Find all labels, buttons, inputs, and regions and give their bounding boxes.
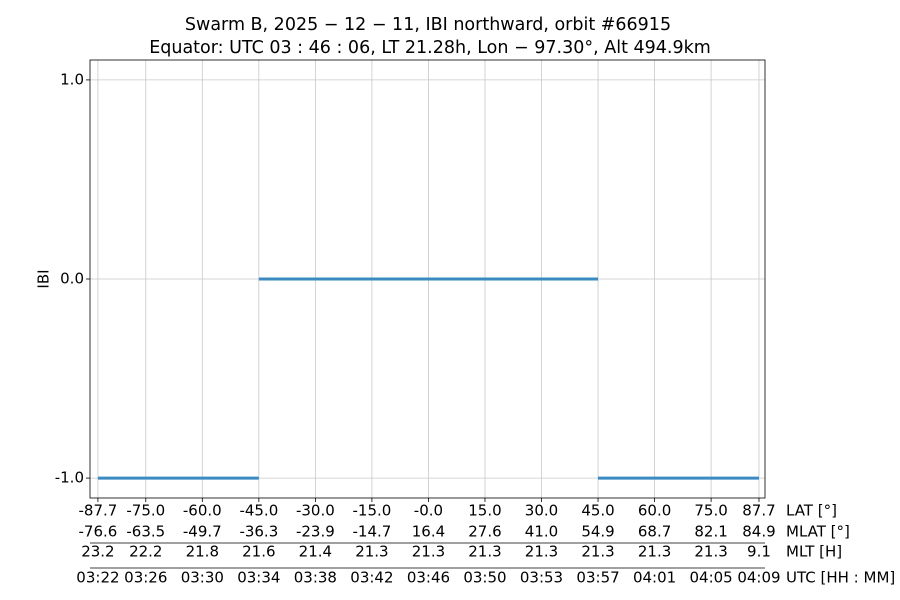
x-tick-row-label: -63.5	[126, 523, 165, 541]
x-tick-row-label: 54.9	[581, 523, 614, 541]
x-row-name: MLAT [°]	[786, 523, 850, 541]
x-tick-label: -87.7	[79, 502, 118, 520]
x-tick-row-label: 21.8	[186, 543, 219, 561]
x-tick-label: -60.0	[183, 502, 222, 520]
x-tick-label: 15.0	[468, 502, 501, 520]
x-tick-row-label: 82.1	[694, 523, 727, 541]
x-tick-row-label: 04:05	[689, 569, 732, 587]
x-tick-row-label: 03:30	[181, 569, 224, 587]
x-tick-label: 60.0	[638, 502, 671, 520]
x-tick-label: 45.0	[581, 502, 614, 520]
x-tick-row-label: 21.3	[638, 543, 671, 561]
x-tick-label: -0.0	[414, 502, 443, 520]
data-line	[97, 277, 759, 480]
x-tick-row-label: 04:01	[633, 569, 676, 587]
y-tick-label: -1.0	[55, 469, 84, 487]
x-tick-row-label: 21.6	[242, 543, 275, 561]
x-row-name: MLT [H]	[786, 543, 842, 561]
x-tick-row-label: 41.0	[525, 523, 558, 541]
x-tick-row-label: -23.9	[296, 523, 335, 541]
x-tick-row-label: 03:22	[76, 569, 119, 587]
x-tick-row-label: 84.9	[742, 523, 775, 541]
chart-subtitle: Equator: UTC 03 : 46 : 06, LT 21.28h, Lo…	[149, 38, 711, 58]
x-tick-row-label: -36.3	[239, 523, 278, 541]
x-tick-label: -75.0	[126, 502, 165, 520]
x-tick-label: 30.0	[525, 502, 558, 520]
x-tick-row-label: 03:26	[124, 569, 167, 587]
x-tick-row-label: 03:34	[237, 569, 280, 587]
x-tick-row-label: 21.3	[694, 543, 727, 561]
x-tick-row-label: 21.3	[355, 543, 388, 561]
x-tick-row-label: 27.6	[468, 523, 501, 541]
x-tick-row-label: 16.4	[412, 523, 445, 541]
x-row-name: UTC [HH : MM]	[786, 569, 895, 587]
x-tick-row-label: 21.3	[468, 543, 501, 561]
x-tick-label: 75.0	[694, 502, 727, 520]
x-axis-label: LAT [°]	[786, 502, 837, 520]
x-tick-row-label: -14.7	[353, 523, 392, 541]
chart-title: Swarm B, 2025 − 12 − 11, IBI northward, …	[185, 15, 671, 35]
tick-labels: 1.0 0.0 -1.0 -87.7 -76.6 23.2 03:22 -75.0 -63.5 2…	[55, 70, 896, 586]
x-tick-row-label: 21.3	[581, 543, 614, 561]
x-tick-row-label: 21.3	[412, 543, 445, 561]
x-tick-row-label: 03:50	[463, 569, 506, 587]
y-tick-label: 0.0	[60, 270, 84, 288]
y-axis-label: IBI	[35, 269, 53, 288]
x-tick-row-label: 23.2	[81, 543, 114, 561]
x-tick-row-label: 68.7	[638, 523, 671, 541]
x-tick-row-label: 03:57	[576, 569, 619, 587]
y-tick-label: 1.0	[60, 70, 84, 88]
x-tick-row-label: 03:53	[520, 569, 563, 587]
axes-frame	[89, 59, 766, 499]
x-tick-row-label: 03:38	[294, 569, 337, 587]
x-tick-row-label: 9.1	[747, 543, 771, 561]
x-tick-label: 87.7	[742, 502, 775, 520]
x-tick-row-label: 03:42	[350, 569, 393, 587]
x-tick-row-label: 04:09	[737, 569, 780, 587]
x-tick-row-label: -49.7	[183, 523, 222, 541]
x-tick-label: -45.0	[239, 502, 278, 520]
x-tick-row-label: 03:46	[407, 569, 450, 587]
plot-area	[97, 277, 759, 480]
x-tick-label: -30.0	[296, 502, 335, 520]
x-tick-row-label: 21.4	[299, 543, 332, 561]
x-tick-row-label: 21.3	[525, 543, 558, 561]
x-tick-row-label: -76.6	[79, 523, 118, 541]
x-tick-row-label: 22.2	[129, 543, 162, 561]
x-tick-label: -15.0	[353, 502, 392, 520]
